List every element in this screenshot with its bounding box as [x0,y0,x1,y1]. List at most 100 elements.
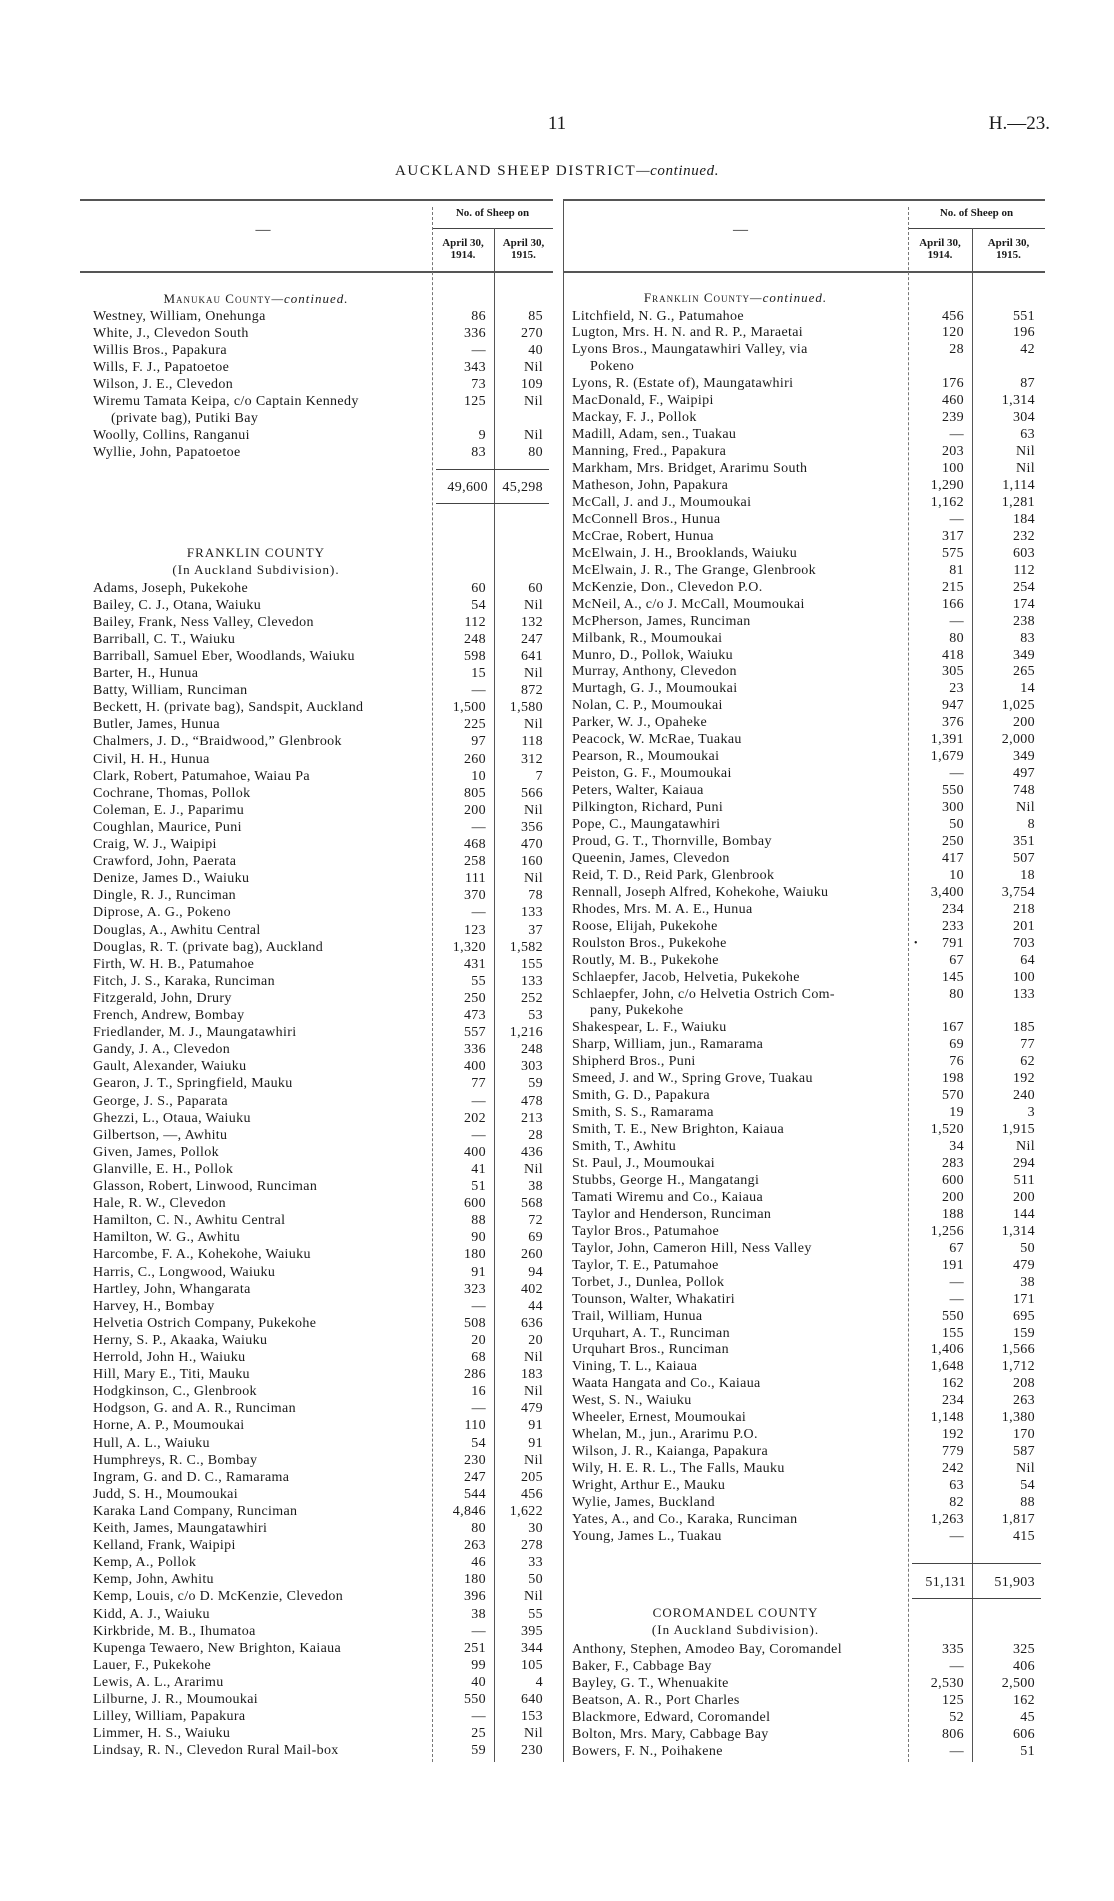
table-row: Woolly, Collins, Ranganui 9 Nil [80,427,553,444]
table-row: Batty, William, Runciman — 872 [80,682,553,699]
sheep-1915: 30 [528,1521,543,1536]
sheep-1915: Nil [524,1350,543,1365]
table-row: White, J., Clevedon South 336 270 [80,325,553,342]
table-row: Lyons, R. (Estate of), Maungatawhiri 176 8… [563,375,1045,392]
sheep-1914: 202 [463,1110,486,1126]
sheep-1915: 38 [1020,1274,1035,1290]
sheep-1915: 8 [1027,817,1035,832]
table-row: Lilley, William, Papakura — 153 [80,1708,553,1725]
sheep-1915: 278 [520,1538,543,1554]
owner-name: Firth, W. H. B., Patumahoe [93,956,255,972]
owner-name: Civil, H. H., Hunua [93,751,210,767]
sheep-1915: 478 [520,1093,543,1109]
sheep-1914: 191 [941,1257,964,1273]
table-row: Baker, F., Cabbage Bay — 406 [563,1658,1045,1675]
sheep-1914: 418 [941,647,964,663]
table-row: Taylor Bros., Patumahoe 1,256 1,314 [563,1223,1045,1240]
table-row: Young, James L., Tuakau — 415 [563,1528,1045,1545]
sheep-1914: 80 [471,1521,486,1536]
owner-name: Pearson, R., Moumoukai [572,749,720,765]
table-row: Glasson, Robert, Linwood, Runciman 51 38 [80,1178,553,1195]
column-divider [494,228,495,1762]
sheep-1914: 1,500 [452,700,486,716]
owner-name: Harcombe, F. A., Kohekohe, Waiuku [93,1247,311,1263]
owner-name: Mackay, F. J., Pollok [572,410,697,426]
sheep-1915: 59 [528,1076,543,1092]
owner-name: Anthony, Stephen, Amodeo Bay, Coromandel [572,1641,842,1657]
table-row: Peacock, W. McRae, Tuakau 1,391 2,000 [563,731,1045,748]
owner-name: Routly, M. B., Pukekohe [572,952,719,968]
table-row: Proud, G. T., Thornville, Bombay 250 351 [563,833,1045,850]
sheep-1915: 240 [1012,1088,1035,1104]
table-row: Pope, C., Maungatawhiri 50 8 [563,816,1045,833]
sheep-1914: 1,263 [930,1511,964,1527]
sheep-1914: 1,162 [930,494,964,510]
owner-name: Rennall, Joseph Alfred, Kohekohe, Waiuku [572,884,829,900]
sheep-1915: 60 [528,580,543,596]
sheep-1915: 695 [1012,1308,1035,1324]
sheep-1914: 1,520 [930,1122,964,1138]
table-row: Keith, James, Maungatawhiri 80 30 [80,1520,553,1537]
sheep-1914: 200 [941,1189,964,1205]
sheep-1915: 7 [535,768,543,784]
sheep-1914: 59 [471,1743,486,1759]
owner-name: Murtagh, G. J., Moumoukai [572,681,738,697]
sheep-1915: 14 [1020,681,1035,697]
sheep-1915: Nil [1016,444,1035,460]
table-row: Trail, William, Hunua 550 695 [563,1308,1045,1325]
title-main: AUCKLAND SHEEP DISTRICT [394,163,637,179]
owner-name: Hill, Mary E., Titi, Mauku [93,1367,250,1383]
table-row: Friedlander, M. J., Maungatawhiri 557 1,21… [80,1024,553,1041]
sheep-1915: 40 [528,342,543,358]
sheep-1915: 1,582 [509,939,543,955]
sheep-1914: 40 [471,1674,486,1690]
sheep-1914: 198 [941,1071,964,1087]
sheep-1915: 185 [1012,1020,1035,1036]
sheep-1915: Nil [1016,1139,1035,1155]
owner-name: Diprose, A. G., Pokeno [93,905,231,921]
sheep-1915: 263 [1012,1393,1035,1409]
page-title: AUCKLAND SHEEP DISTRICT—continued. [0,163,1114,180]
sheep-1914: 97 [471,734,486,750]
sheep-1915: 218 [1012,901,1035,917]
table-row: Lilburne, J. R., Moumoukai 550 640 [80,1691,553,1708]
sheep-1914: 806 [941,1727,964,1742]
sheep-1915: 53 [528,1008,543,1023]
sheep-1914: 180 [463,1572,486,1588]
sheep-1914: 283 [941,1156,964,1171]
table-row: Herrold, John H., Waiuku 68 Nil [80,1349,553,1366]
sheep-1915: 2,000 [1001,732,1035,748]
owner-name: Smith, G. D., Papakura [572,1088,710,1104]
sheep-1914: 100 [941,461,964,477]
owner-name: Shakespear, L. F., Waiuku [572,1020,727,1036]
owner-name: Herny, S. P., Akaaka, Waiuku [93,1332,268,1348]
sheep-1914: 23 [949,681,964,697]
sheep-1915: Nil [524,666,543,681]
sheep-1914: 77 [471,1076,486,1092]
table-row: Bailey, Frank, Ness Valley, Clevedon 112 1… [80,614,553,631]
header-sub-rule [432,228,553,229]
table-row: Bowers, F. N., Poihakene — 51 [563,1743,1045,1760]
table-row: McKenzie, Don., Clevedon P.O. 215 254 [563,579,1045,596]
sheep-1915: 87 [1020,376,1035,392]
table-row: Smith, G. D., Papakura 570 240 [563,1087,1045,1104]
table-row: Rennall, Joseph Alfred, Kohekohe, Waiuku… [563,884,1045,901]
section-heading-county: Manukau County [163,291,272,306]
sheep-1914: 20 [471,1332,486,1348]
owner-name: Lauer, F., Pukekohe [93,1657,212,1673]
sheep-1914: 16 [471,1384,486,1400]
owner-name: Kemp, A., Pollok [93,1555,197,1571]
owner-name: Baker, F., Cabbage Bay [572,1658,712,1674]
owner-name: Barter, H., Hunua [93,666,199,681]
col-1915-header-line1: April 30, [502,237,545,249]
owner-name: Bailey, C. J., Otana, Waiuku [93,597,262,613]
owner-name: French, Andrew, Bombay [93,1008,245,1023]
sheep-1915: 230 [520,1743,543,1759]
sheep-1914: 52 [949,1709,964,1725]
table-row: Douglas, R. T. (private bag), Auckland 1,… [80,939,553,956]
sheep-1914: 67 [949,1240,964,1256]
table-row: Hull, A. L., Waiuku 54 91 [80,1435,553,1452]
table-row: Hodgson, G. and A. R., Runciman — 479 [80,1400,553,1417]
sheep-1914: 51 [471,1179,486,1194]
table-row: Harcombe, F. A., Kohekohe, Waiuku 180 260 [80,1246,553,1263]
